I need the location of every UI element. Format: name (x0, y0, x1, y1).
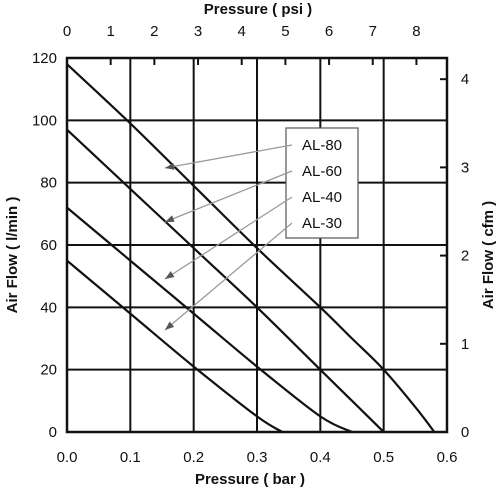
legend-pointer-al-30 (164, 222, 293, 331)
legend: AL-80 AL-60 AL-40 AL-30 (285, 127, 359, 239)
legend-pointer-arrowhead (165, 215, 175, 222)
x2-tick-label: 2 (150, 23, 158, 40)
x-axis-title: Pressure ( bar ) (195, 471, 305, 488)
plot-frame (65, 56, 449, 434)
x2-tick-label: 3 (194, 23, 202, 40)
curves (66, 63, 436, 434)
series-line-al-80 (66, 63, 436, 433)
x-tick-label: 0.4 (310, 449, 331, 466)
series-line-al-30 (66, 259, 283, 433)
legend-box (285, 127, 359, 239)
x2-tick-label: 6 (325, 23, 333, 40)
legend-pointer-arrowhead (165, 321, 175, 330)
legend-entry-al-60: AL-60 (302, 163, 342, 180)
y2-tick-label: 2 (461, 248, 469, 265)
x2-axis-title: Pressure ( psi ) (204, 1, 312, 18)
y-tick-label: 80 (40, 175, 57, 192)
y-tick-label: 40 (40, 299, 57, 316)
legend-entry-al-80: AL-80 (302, 137, 342, 154)
legend-pointer-al-40 (164, 196, 293, 280)
y2-tick-label: 3 (461, 159, 469, 176)
y2-tick-label: 1 (461, 336, 469, 353)
y-tick-label: 0 (49, 424, 57, 441)
x2-tick-label: 1 (107, 23, 115, 40)
legend-pointer-arrowhead (165, 271, 175, 279)
y-tick-label: 120 (32, 50, 57, 67)
y2-tick-label: 4 (461, 71, 469, 88)
x-tick-label: 0.0 (57, 449, 78, 466)
legend-entry-al-30: AL-30 (302, 215, 342, 232)
y-tick-label: 60 (40, 237, 57, 254)
x2-tick-label: 7 (369, 23, 377, 40)
y2-tick-label: 0 (461, 424, 469, 441)
y2-axis-title: Air Flow ( cfm ) (480, 201, 497, 309)
series-line-al-60 (66, 128, 385, 433)
x2-tick-label: 0 (63, 23, 71, 40)
y-axis-title: Air Flow ( l/min ) (4, 197, 21, 314)
legend-pointers (164, 144, 293, 331)
x2-tick-label: 5 (281, 23, 289, 40)
x-tick-label: 0.5 (373, 449, 394, 466)
y-tick-label: 100 (32, 112, 57, 129)
x2-tick-label: 4 (238, 23, 246, 40)
legend-pointer-al-80 (164, 144, 293, 169)
x-tick-label: 0.1 (120, 449, 141, 466)
x-tick-label: 0.3 (247, 449, 268, 466)
x-tick-label: 0.6 (437, 449, 458, 466)
legend-pointer-arrowhead (165, 162, 175, 170)
y-tick-label: 20 (40, 362, 57, 379)
legend-pointer-al-60 (164, 170, 293, 223)
x2-tick-label: 8 (412, 23, 420, 40)
x-tick-label: 0.2 (183, 449, 204, 466)
series-line-al-40 (66, 206, 353, 434)
legend-entry-al-40: AL-40 (302, 189, 342, 206)
